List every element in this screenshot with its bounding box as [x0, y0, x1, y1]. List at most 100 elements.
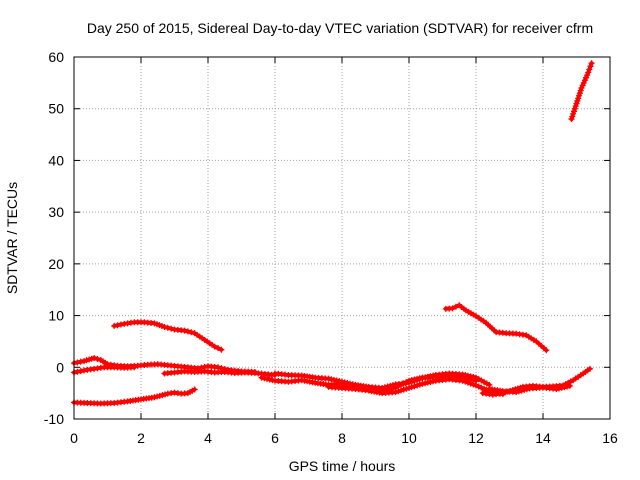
- data-point: [397, 387, 404, 394]
- series-6: [272, 370, 493, 391]
- data-point: [515, 388, 522, 395]
- data-point: [74, 359, 81, 366]
- data-point: [74, 368, 81, 375]
- y-tick-label: -10: [44, 411, 64, 427]
- data-point: [215, 345, 222, 352]
- data-point: [467, 380, 474, 387]
- series-9: [486, 382, 573, 396]
- data-point: [403, 385, 410, 392]
- x-tick-label: 12: [468, 430, 484, 446]
- grid-layer: [74, 57, 610, 419]
- data-point: [131, 364, 138, 371]
- data-point: [117, 321, 124, 328]
- data-point: [475, 383, 482, 390]
- x-tick-label: 16: [602, 430, 618, 446]
- data-point: [395, 388, 402, 395]
- data-point: [452, 303, 459, 310]
- y-tick-label: 10: [48, 308, 64, 324]
- chart-title: Day 250 of 2015, Sidereal Day-to-day VTE…: [87, 20, 593, 36]
- data-point: [586, 66, 593, 73]
- data-point: [154, 393, 161, 400]
- series-10: [442, 302, 550, 354]
- y-tick-label: 0: [56, 359, 64, 375]
- data-point: [416, 376, 423, 383]
- series-11: [568, 60, 595, 123]
- data-point: [77, 358, 84, 365]
- data-point: [414, 382, 421, 389]
- data-point: [156, 392, 163, 399]
- data-point: [164, 324, 171, 331]
- data-point: [191, 386, 198, 393]
- x-tick-label: 6: [271, 430, 279, 446]
- data-point: [449, 305, 456, 312]
- data-point: [462, 378, 469, 385]
- data-point: [184, 328, 191, 335]
- series-1: [71, 386, 198, 407]
- data-point: [566, 382, 573, 389]
- data-point: [464, 379, 471, 386]
- data-point: [111, 322, 118, 329]
- data-point: [162, 391, 169, 398]
- y-tick-label: 40: [48, 152, 64, 168]
- data-point: [384, 383, 391, 390]
- y-tick-label: 60: [48, 49, 64, 65]
- data-point: [406, 384, 412, 391]
- data-point: [94, 356, 101, 363]
- x-axis-label: GPS time / hours: [289, 458, 396, 474]
- data-point: [218, 346, 225, 353]
- data-point: [416, 381, 423, 388]
- data-point: [459, 377, 466, 384]
- data-point: [478, 384, 485, 391]
- data-point: [161, 323, 168, 330]
- data-point: [159, 392, 166, 399]
- data-point: [188, 329, 195, 336]
- data-point: [586, 365, 593, 372]
- x-tick-label: 2: [137, 430, 145, 446]
- y-tick-label: 30: [48, 204, 64, 220]
- data-point: [587, 63, 594, 70]
- data-point: [114, 322, 121, 329]
- x-tick-label: 4: [204, 430, 212, 446]
- data-point: [521, 386, 528, 393]
- y-tick-label: 50: [48, 101, 64, 117]
- series-4: [161, 368, 278, 379]
- data-point: [411, 377, 418, 384]
- data-point: [414, 377, 421, 384]
- data-point: [481, 385, 488, 392]
- data-point: [387, 382, 394, 389]
- data-point: [470, 381, 477, 388]
- data-point: [588, 60, 595, 67]
- data-point: [91, 354, 98, 361]
- data-point: [523, 386, 530, 393]
- data-point: [400, 386, 407, 393]
- series-0: [111, 319, 225, 353]
- x-tick-label: 10: [401, 430, 417, 446]
- data-point: [168, 325, 175, 332]
- y-axis-label: SDTVAR / TECUs: [4, 182, 20, 294]
- data-point: [406, 379, 412, 386]
- data-point: [408, 384, 415, 391]
- data-point: [181, 327, 188, 334]
- data-point: [381, 384, 388, 391]
- x-tick-label: 14: [535, 430, 551, 446]
- data-point: [518, 387, 525, 394]
- data-point: [392, 389, 399, 396]
- data-point: [77, 368, 84, 375]
- data-point: [379, 384, 386, 391]
- y-tick-label: 20: [48, 256, 64, 272]
- data-point: [211, 343, 218, 350]
- data-point: [473, 382, 479, 389]
- data-point: [411, 383, 418, 390]
- data-point: [389, 382, 396, 389]
- data-point: [408, 378, 415, 385]
- data-point: [543, 347, 550, 354]
- x-tick-label: 0: [70, 430, 78, 446]
- data-point: [513, 389, 520, 396]
- data-point: [585, 69, 592, 76]
- x-tick-label: 8: [338, 430, 346, 446]
- data-point: [151, 394, 158, 401]
- tick-layer: 0 2 4 6 8 10 12 14 16 -10 0 10 20 30 40 50 60: [44, 49, 618, 446]
